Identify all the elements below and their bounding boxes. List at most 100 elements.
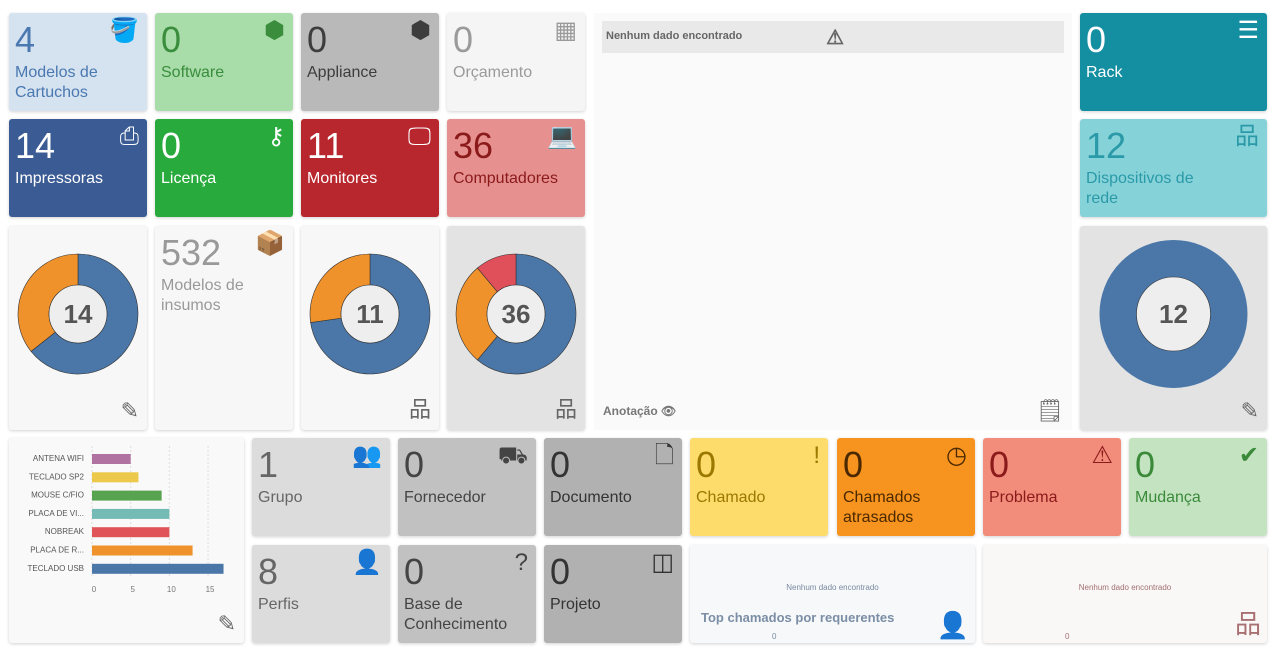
card-title: Top chamados por requerentes bbox=[701, 610, 895, 625]
warning-icon: ⚠ bbox=[826, 27, 844, 49]
bar[interactable] bbox=[92, 490, 162, 501]
clock-icon: ◷ bbox=[946, 442, 967, 469]
clipboard-check-icon: ✔ bbox=[1238, 442, 1259, 469]
box-open-icon: 📦 bbox=[255, 230, 285, 257]
card-value: 12 bbox=[1086, 125, 1127, 166]
card-appliance[interactable]: 0 Appliance ⬢ bbox=[301, 13, 439, 111]
card-label: Appliance bbox=[307, 64, 378, 81]
card-label: Fornecedor bbox=[404, 489, 486, 506]
bar[interactable] bbox=[92, 563, 224, 574]
card-mudanca[interactable]: 0 Mudança ✔ bbox=[1129, 438, 1267, 536]
card-value: 36 bbox=[453, 125, 494, 166]
annotation-panel: Nenhum dado encontrado ⚠ Anotação 👁 🗒 bbox=[594, 13, 1072, 430]
user-icon: 👤 bbox=[936, 610, 969, 640]
x-tick-label: 10 bbox=[167, 585, 176, 594]
y-category-label: NOBREAK bbox=[45, 527, 85, 536]
card-chamados-atrasados[interactable]: 0 Chamados atrasados ◷ bbox=[837, 438, 975, 536]
card-modelos-insumos[interactable]: 532 Modelos de insumos 📦 bbox=[155, 226, 293, 430]
x-tick-label: 0 bbox=[92, 585, 97, 594]
edit-icon[interactable]: ✎ bbox=[120, 398, 139, 423]
card-modelos-cartuchos[interactable]: 4 Modelos de Cartuchos 🪣 bbox=[9, 13, 147, 111]
file-icon: 🗋 bbox=[654, 442, 674, 469]
donut-total: 36 bbox=[502, 299, 531, 329]
card-dispositivos-rede[interactable]: 12 Dispositivos de rede 品 bbox=[1080, 119, 1267, 217]
bar[interactable] bbox=[92, 472, 139, 483]
eye-icon: 👁 bbox=[661, 404, 677, 418]
sticky-note-icon[interactable]: 🗒 bbox=[1036, 398, 1064, 423]
org-chart-card: Nenhum dado encontrado 0 品 bbox=[983, 545, 1267, 643]
card-orcamento[interactable]: 0 Orçamento ▦ bbox=[447, 13, 585, 111]
card-monitores[interactable]: 11 Monitores 🖵 bbox=[301, 119, 439, 217]
cube-icon: ⬢ bbox=[264, 17, 285, 44]
printer-icon: ⎙ bbox=[119, 123, 139, 150]
card-label: Rack bbox=[1086, 64, 1123, 81]
card-value: 11 bbox=[307, 125, 345, 166]
bar[interactable] bbox=[92, 545, 193, 556]
bar-chart-card: 0 5 10 15 ANTENA WIFI TECLADO SP2 MOUSE C/FIO P… bbox=[9, 438, 244, 643]
card-grupo[interactable]: 1 Grupo 👥 bbox=[252, 438, 390, 536]
card-value: 0 bbox=[696, 444, 717, 485]
card-computadores[interactable]: 36 Computadores 💻 bbox=[447, 119, 585, 217]
card-label: Modelos de insumos bbox=[161, 277, 244, 314]
card-impressoras[interactable]: 14 Impressoras ⎙ bbox=[9, 119, 147, 217]
axis-zero: 0 bbox=[1065, 632, 1070, 641]
bar[interactable] bbox=[92, 454, 131, 464]
edit-icon[interactable]: ✎ bbox=[1240, 398, 1259, 423]
card-value: 0 bbox=[161, 19, 182, 60]
card-documento[interactable]: 0 Documento 🗋 bbox=[544, 438, 682, 536]
card-fornecedor[interactable]: 0 Fornecedor ⛟ bbox=[398, 438, 536, 536]
calculator-icon: ▦ bbox=[554, 17, 577, 44]
users-icon: 👥 bbox=[352, 442, 382, 469]
card-label: Software bbox=[161, 64, 225, 81]
y-category-label: MOUSE C/FIO bbox=[31, 491, 84, 500]
bar[interactable] bbox=[92, 508, 170, 519]
card-label: Computadores bbox=[453, 170, 558, 187]
card-value: 0 bbox=[550, 444, 571, 485]
card-label: Base de Conhecimento bbox=[404, 596, 508, 633]
card-value: 0 bbox=[843, 444, 864, 485]
card-rack[interactable]: 0 Rack ☰ bbox=[1080, 13, 1267, 111]
sitemap-icon: 品 bbox=[1234, 609, 1261, 639]
sitemap-icon[interactable]: 品 bbox=[554, 397, 577, 422]
card-label: Dispositivos de rede bbox=[1086, 170, 1194, 207]
card-base-conhecimento[interactable]: 0 Base de Conhecimento ? bbox=[398, 545, 536, 643]
top-requerentes-card: Nenhum dado encontrado Top chamados por … bbox=[690, 545, 975, 643]
no-data-text: Nenhum dado encontrado bbox=[606, 30, 743, 42]
card-licenca[interactable]: 0 Licença ⚷ bbox=[155, 119, 293, 217]
no-data-text: Nenhum dado encontrado bbox=[786, 583, 879, 592]
question-icon: ? bbox=[514, 549, 528, 576]
card-value: 4 bbox=[15, 19, 36, 60]
y-category-label: ANTENA WIFI bbox=[33, 454, 84, 463]
donut-total: 11 bbox=[356, 299, 384, 329]
card-perfis[interactable]: 8 Perfis 👤 bbox=[252, 545, 390, 643]
card-projeto[interactable]: 0 Projeto ◫ bbox=[544, 545, 682, 643]
y-category-label: PLACA DE R... bbox=[30, 546, 84, 555]
network-icon: 品 bbox=[1235, 123, 1259, 150]
card-label: Projeto bbox=[550, 596, 601, 613]
card-label: Orçamento bbox=[453, 64, 533, 81]
key-icon: ⚷ bbox=[267, 123, 285, 150]
rede-donut-card: 12 ✎ bbox=[1080, 226, 1267, 430]
columns-icon: ◫ bbox=[651, 549, 674, 576]
card-value: 0 bbox=[307, 19, 328, 60]
annotation-label[interactable]: Anotação 👁 bbox=[603, 404, 676, 418]
monitor-icon: 🖵 bbox=[407, 123, 431, 150]
donut-slice[interactable] bbox=[1099, 240, 1248, 388]
card-value: 0 bbox=[404, 551, 425, 592]
card-label: Licença bbox=[161, 170, 217, 187]
card-value: 532 bbox=[161, 232, 222, 273]
bar[interactable] bbox=[92, 527, 170, 538]
y-category-label: TECLADO SP2 bbox=[29, 472, 85, 481]
card-label: Problema bbox=[989, 489, 1058, 506]
card-software[interactable]: 0 Software ⬢ bbox=[155, 13, 293, 111]
card-label: Chamados atrasados bbox=[843, 489, 921, 526]
card-problema[interactable]: 0 Problema ⚠ bbox=[983, 438, 1121, 536]
sitemap-icon[interactable]: 品 bbox=[408, 397, 431, 422]
card-label: Documento bbox=[550, 489, 632, 506]
card-chamado[interactable]: 0 Chamado ! bbox=[690, 438, 828, 536]
dolly-icon: ⛟ bbox=[497, 442, 528, 469]
card-value: 0 bbox=[989, 444, 1010, 485]
edit-icon[interactable]: ✎ bbox=[217, 611, 236, 636]
card-label: Modelos de Cartuchos bbox=[15, 64, 98, 101]
card-label: Monitores bbox=[307, 170, 378, 187]
